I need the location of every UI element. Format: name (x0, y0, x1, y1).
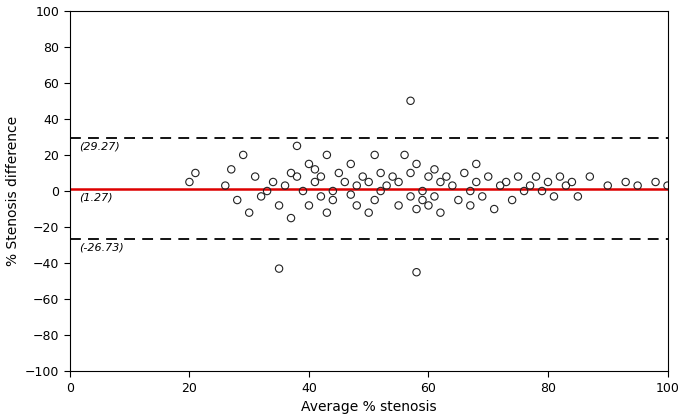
Point (429, 166, 440, 173)
Point (292, 173, 303, 180)
Point (519, 188, 530, 194)
Point (262, 188, 273, 194)
Point (345, 191, 356, 198)
Point (327, 197, 338, 203)
Point (465, 188, 476, 194)
Point (220, 182, 231, 189)
Point (411, 269, 422, 276)
Point (226, 166, 237, 173)
Point (399, 152, 410, 158)
Point (345, 160, 356, 167)
Point (483, 173, 494, 180)
Point (292, 142, 303, 149)
Point (477, 193, 488, 200)
Point (363, 178, 374, 185)
Point (297, 188, 308, 194)
Point (441, 173, 452, 180)
Point (471, 178, 482, 185)
Point (512, 173, 523, 180)
Point (584, 173, 595, 180)
Point (375, 170, 386, 176)
Point (423, 202, 434, 209)
Point (566, 178, 577, 185)
Point (536, 188, 547, 194)
Point (363, 209, 374, 216)
Point (351, 182, 362, 189)
Point (531, 173, 542, 180)
Point (549, 193, 560, 200)
Point (393, 202, 404, 209)
Point (423, 173, 434, 180)
Point (632, 182, 643, 189)
Point (184, 178, 195, 185)
Point (303, 202, 314, 209)
Point (286, 170, 297, 176)
Point (375, 188, 386, 194)
X-axis label: Average % stenosis: Average % stenosis (301, 400, 436, 415)
Point (560, 182, 571, 189)
Point (393, 178, 404, 185)
Point (249, 173, 260, 180)
Point (501, 178, 512, 185)
Point (471, 160, 482, 167)
Point (268, 178, 279, 185)
Point (662, 182, 673, 189)
Text: (1.27): (1.27) (79, 192, 112, 202)
Point (417, 197, 428, 203)
Point (190, 170, 201, 176)
Point (435, 178, 446, 185)
Point (369, 152, 380, 158)
Point (465, 202, 476, 209)
Point (273, 265, 284, 272)
Point (417, 188, 428, 194)
Point (429, 193, 440, 200)
Point (573, 193, 584, 200)
Point (238, 152, 249, 158)
Point (507, 197, 518, 203)
Text: (29.27): (29.27) (79, 142, 120, 152)
Point (279, 182, 290, 189)
Point (244, 209, 255, 216)
Point (405, 97, 416, 104)
Point (435, 209, 446, 216)
Point (358, 173, 369, 180)
Point (232, 197, 242, 203)
Point (405, 170, 416, 176)
Point (543, 178, 553, 185)
Point (369, 197, 380, 203)
Point (339, 178, 350, 185)
Point (286, 215, 297, 221)
Point (411, 160, 422, 167)
Point (256, 193, 266, 200)
Point (459, 170, 470, 176)
Point (405, 193, 416, 200)
Point (315, 173, 326, 180)
Point (447, 182, 458, 189)
Point (650, 178, 661, 185)
Y-axis label: % Stenosis difference: % Stenosis difference (5, 116, 20, 266)
Point (310, 166, 321, 173)
Point (381, 182, 392, 189)
Point (315, 193, 326, 200)
Point (620, 178, 631, 185)
Point (525, 182, 536, 189)
Text: (-26.73): (-26.73) (79, 243, 123, 253)
Point (488, 206, 499, 213)
Point (554, 173, 565, 180)
Point (351, 202, 362, 209)
Point (334, 170, 345, 176)
Point (327, 188, 338, 194)
Point (303, 160, 314, 167)
Point (321, 209, 332, 216)
Point (387, 173, 398, 180)
Point (321, 152, 332, 158)
Point (273, 202, 284, 209)
Point (602, 182, 613, 189)
Point (310, 178, 321, 185)
Point (495, 182, 506, 189)
Point (453, 197, 464, 203)
Point (411, 206, 422, 213)
